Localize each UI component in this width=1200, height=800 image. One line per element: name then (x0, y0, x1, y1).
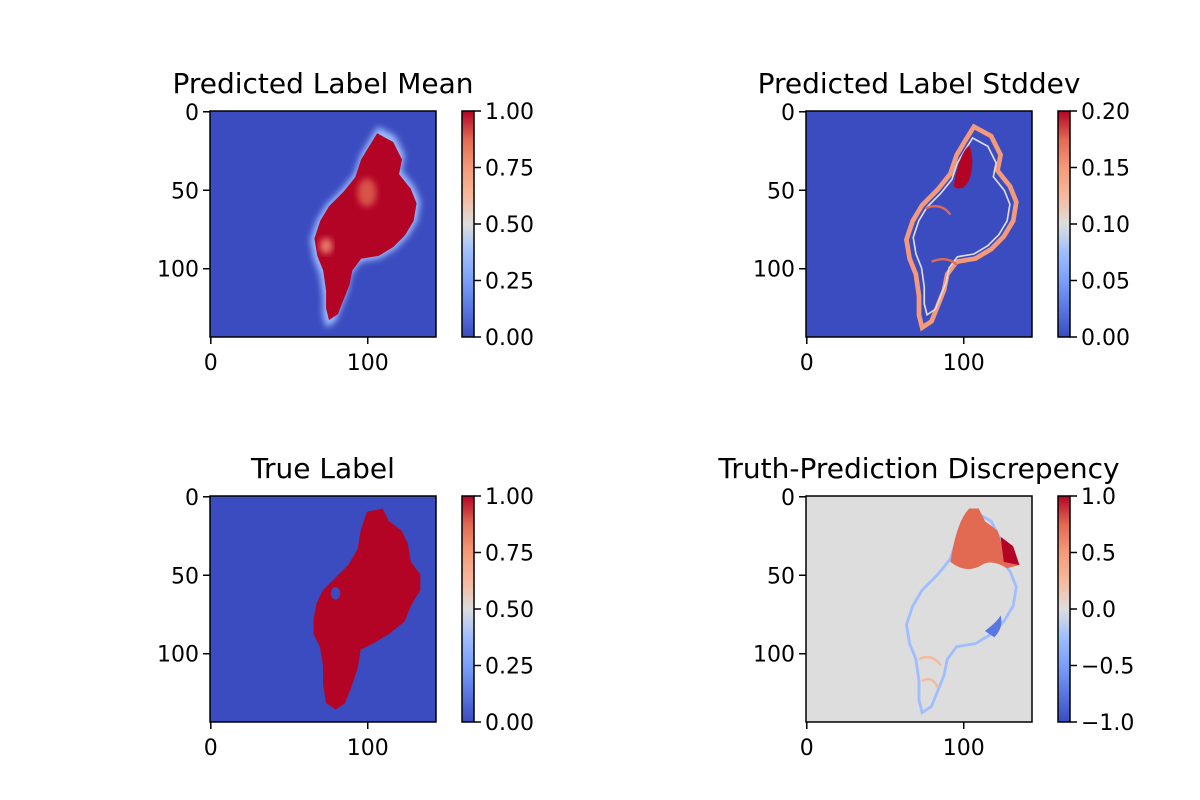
y-tick-label: 0 (185, 101, 199, 126)
x-tick-label: 100 (943, 736, 985, 761)
diff-negative-region (984, 615, 1002, 638)
colorbar-gradient (1058, 111, 1070, 337)
stddev-hot-region (953, 145, 973, 189)
colorbar-tick-label: 0.5 (1081, 542, 1116, 567)
colorbar-tick-label: 1.0 (1081, 485, 1116, 510)
axes-frame (209, 495, 437, 723)
y-tick-label: 50 (171, 179, 199, 204)
colorbar: −1.0 −0.5 0.0 0.5 1.0 (1057, 485, 1134, 736)
axes-frame (805, 110, 1033, 338)
y-tick-label: 0 (185, 486, 199, 511)
truth-mask (313, 508, 421, 710)
colorbar-tick-label: 0.75 (485, 157, 534, 182)
mean-core (314, 133, 417, 321)
y-tick-label: 50 (767, 564, 795, 589)
y-tick-label: 100 (157, 258, 199, 283)
colorbar-tick-label: 1.00 (485, 100, 534, 125)
x-tick-label: 0 (800, 351, 814, 376)
heatmap-image (806, 496, 1032, 722)
panel-title: True Label (250, 452, 395, 485)
mean-soft-spot (319, 238, 333, 254)
colorbar-tick-label: 0.20 (1081, 100, 1130, 125)
panel-title: Predicted Label Stddev (758, 67, 1081, 100)
panel-truth: True Label 0 100 0 50 100 0.00 0.25 0.50 0.75 1.00 (157, 452, 534, 761)
colorbar-gradient (1058, 496, 1070, 722)
colorbar-tick-label: −0.5 (1081, 655, 1134, 680)
diff-positive-region (950, 508, 1020, 570)
colorbar-tick-label: 0.75 (485, 542, 534, 567)
heatmap-image (806, 111, 1032, 337)
colorbar-tick-label: 0.00 (1081, 326, 1130, 351)
stddev-inner-ring (912, 136, 1011, 317)
x-tick-label: 0 (204, 736, 218, 761)
y-tick-label: 100 (157, 643, 199, 668)
axes-frame (209, 110, 437, 338)
colorbar-tick-label: 0.10 (1081, 213, 1130, 238)
heatmap-image (210, 111, 436, 337)
colorbar: 0.00 0.05 0.10 0.15 0.20 (1057, 100, 1130, 351)
colorbar-gradient (462, 111, 474, 337)
x-tick-label: 0 (800, 736, 814, 761)
colorbar-tick-label: 0.50 (485, 598, 534, 623)
x-tick-label: 100 (347, 351, 389, 376)
y-tick-label: 50 (767, 179, 795, 204)
truth-hole (330, 587, 341, 600)
panel-title: Truth-Prediction Discrepency (717, 452, 1119, 485)
y-tick-label: 50 (171, 564, 199, 589)
stddev-outline (904, 123, 1019, 332)
colorbar-tick-label: 0.05 (1081, 270, 1130, 295)
heatmap-image (210, 496, 436, 722)
x-tick-label: 0 (204, 351, 218, 376)
axes-frame (805, 495, 1033, 723)
y-tick-label: 0 (781, 486, 795, 511)
stddev-inner-detail (924, 205, 958, 266)
y-tick-label: 100 (753, 643, 795, 668)
diff-outline (904, 509, 1018, 715)
mean-soft-spot (357, 178, 377, 207)
colorbar-tick-label: 0.25 (485, 655, 534, 680)
x-tick-label: 100 (943, 351, 985, 376)
colorbar-tick-label: 0.00 (485, 711, 534, 736)
colorbar-tick-label: 0.25 (485, 270, 534, 295)
colorbar-tick-label: 0.00 (485, 326, 534, 351)
colorbar-tick-label: 0.15 (1081, 157, 1130, 182)
colorbar-tick-label: −1.0 (1081, 711, 1134, 736)
panel-title: Predicted Label Mean (172, 67, 473, 100)
colorbar-tick-label: 0.50 (485, 213, 534, 238)
colorbar-tick-label: 0.0 (1081, 598, 1116, 623)
diff-strong-positive (1000, 536, 1020, 566)
colorbar-tick-label: 1.00 (485, 485, 534, 510)
diff-detail (918, 655, 942, 689)
colorbar: 0.00 0.25 0.50 0.75 1.00 (461, 100, 534, 351)
y-tick-label: 100 (753, 258, 795, 283)
y-tick-label: 0 (781, 101, 795, 126)
x-tick-label: 100 (347, 736, 389, 761)
colorbar: 0.00 0.25 0.50 0.75 1.00 (461, 485, 534, 736)
colorbar-gradient (462, 496, 474, 722)
